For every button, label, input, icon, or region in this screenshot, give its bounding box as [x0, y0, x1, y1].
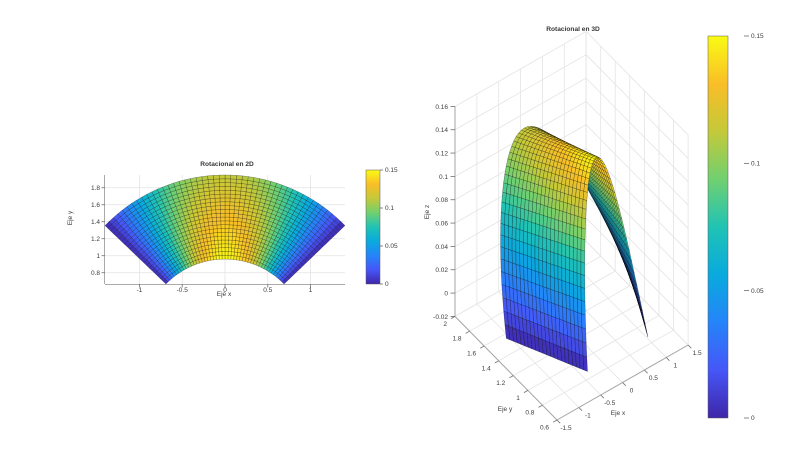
y-tick-label: 0.8 — [91, 270, 100, 277]
y-tick-label: 1.2 — [496, 380, 505, 387]
x-tick-label: 0.5 — [263, 287, 272, 294]
surface-2d — [104, 174, 346, 285]
z-tick-label: 0.08 — [435, 197, 448, 204]
surface-3d — [500, 125, 649, 372]
x-tick-label: -1 — [137, 287, 143, 294]
colorbar-gradient — [707, 35, 729, 419]
y-tick-label: 1.4 — [91, 219, 100, 226]
x-tick-label: 1 — [673, 363, 677, 370]
plot-3d-zlabel: Eje z — [423, 204, 431, 220]
x-tick-label: 0 — [630, 388, 634, 395]
z-tick-label: 0.06 — [435, 221, 448, 228]
plot-3d: -1.5 -1 -0.5 0 0.5 1 1.5 0.6 0.8 1 1.2 1.4 1.6 1.8 2-0… — [433, 31, 764, 432]
z-tick-label: 0.1 — [439, 174, 448, 181]
x-tick-label: 0 — [223, 287, 227, 294]
y-tick-label: 1 — [516, 395, 520, 402]
axes-2d: -1 -0.5 0 0.5 1 0.8 1 1.2 1.4 1.6 1.8 — [91, 175, 345, 294]
y-tick-label: 1.2 — [91, 236, 100, 243]
x-tick-label: 1.5 — [693, 350, 702, 357]
plot-2d-xlabel: Eje x — [216, 291, 232, 298]
z-tick-label: 0.02 — [435, 267, 448, 274]
tick-labels-3d: -1.5 -1 -0.5 0 0.5 1 1.5 0.6 0.8 1 1.2 1.4 1.6 1.8 2-0… — [433, 104, 702, 432]
colorbar-tick-label: 0.15 — [385, 167, 398, 174]
z-tick-label: 0 — [444, 291, 448, 298]
y-tick-label: 1.8 — [453, 336, 462, 343]
z-tick-label: 0.12 — [435, 151, 448, 158]
z-tick-label: 0.04 — [435, 244, 448, 251]
plot-2d: -1 -0.5 0 0.5 1 0.8 1 1.2 1.4 1.6 1.8 0 0.05 0.1 0.15 — [91, 167, 398, 294]
plot-3d-xlabel: Eje x — [610, 410, 626, 417]
z-tick-label: 0.16 — [435, 104, 448, 111]
plot-2d-ylabel: Eje y — [66, 210, 74, 226]
colorbar-tick-label: 0.05 — [385, 243, 398, 250]
y-tick-label: 1.6 — [467, 351, 476, 358]
y-tick-label: 0.8 — [525, 410, 534, 417]
colorbar-tick-label: 0 — [751, 415, 755, 422]
plot-3d-ylabel: Eje y — [497, 406, 513, 413]
z-tick-label: -0.02 — [433, 314, 448, 321]
x-tick-label: -1 — [585, 413, 591, 420]
x-tick-label: -0.5 — [177, 287, 189, 294]
x-tick-label: 0.5 — [649, 375, 658, 382]
x-tick-label: 1 — [309, 287, 313, 294]
colorbar-tick-label: 0.1 — [385, 205, 394, 212]
y-tick-label: 2 — [443, 321, 447, 328]
plot-3d-title: Rotacional en 3D — [546, 26, 600, 33]
y-tick-label: 0.6 — [540, 425, 549, 432]
y-tick-label: 1.6 — [91, 202, 100, 209]
x-tick-label: -1.5 — [560, 425, 572, 432]
colorbar: 0 0.05 0.1 0.15 — [707, 33, 764, 422]
colorbar: 0 0.05 0.1 0.15 — [365, 167, 398, 288]
colorbar-tick-label: 0.15 — [751, 33, 764, 40]
y-tick-label: 1.4 — [482, 365, 491, 372]
z-tick-label: 0.14 — [435, 127, 448, 134]
y-tick-label: 1.8 — [91, 185, 100, 192]
colorbar-tick-label: 0.05 — [751, 288, 764, 295]
colorbar-tick-label: 0 — [385, 281, 389, 288]
colorbar-gradient — [365, 169, 381, 285]
x-tick-label: -0.5 — [604, 400, 616, 407]
colorbar-tick-label: 0.1 — [751, 161, 760, 168]
plot-2d-title: Rotacional en 2D — [200, 161, 254, 168]
y-tick-label: 1 — [96, 253, 100, 260]
